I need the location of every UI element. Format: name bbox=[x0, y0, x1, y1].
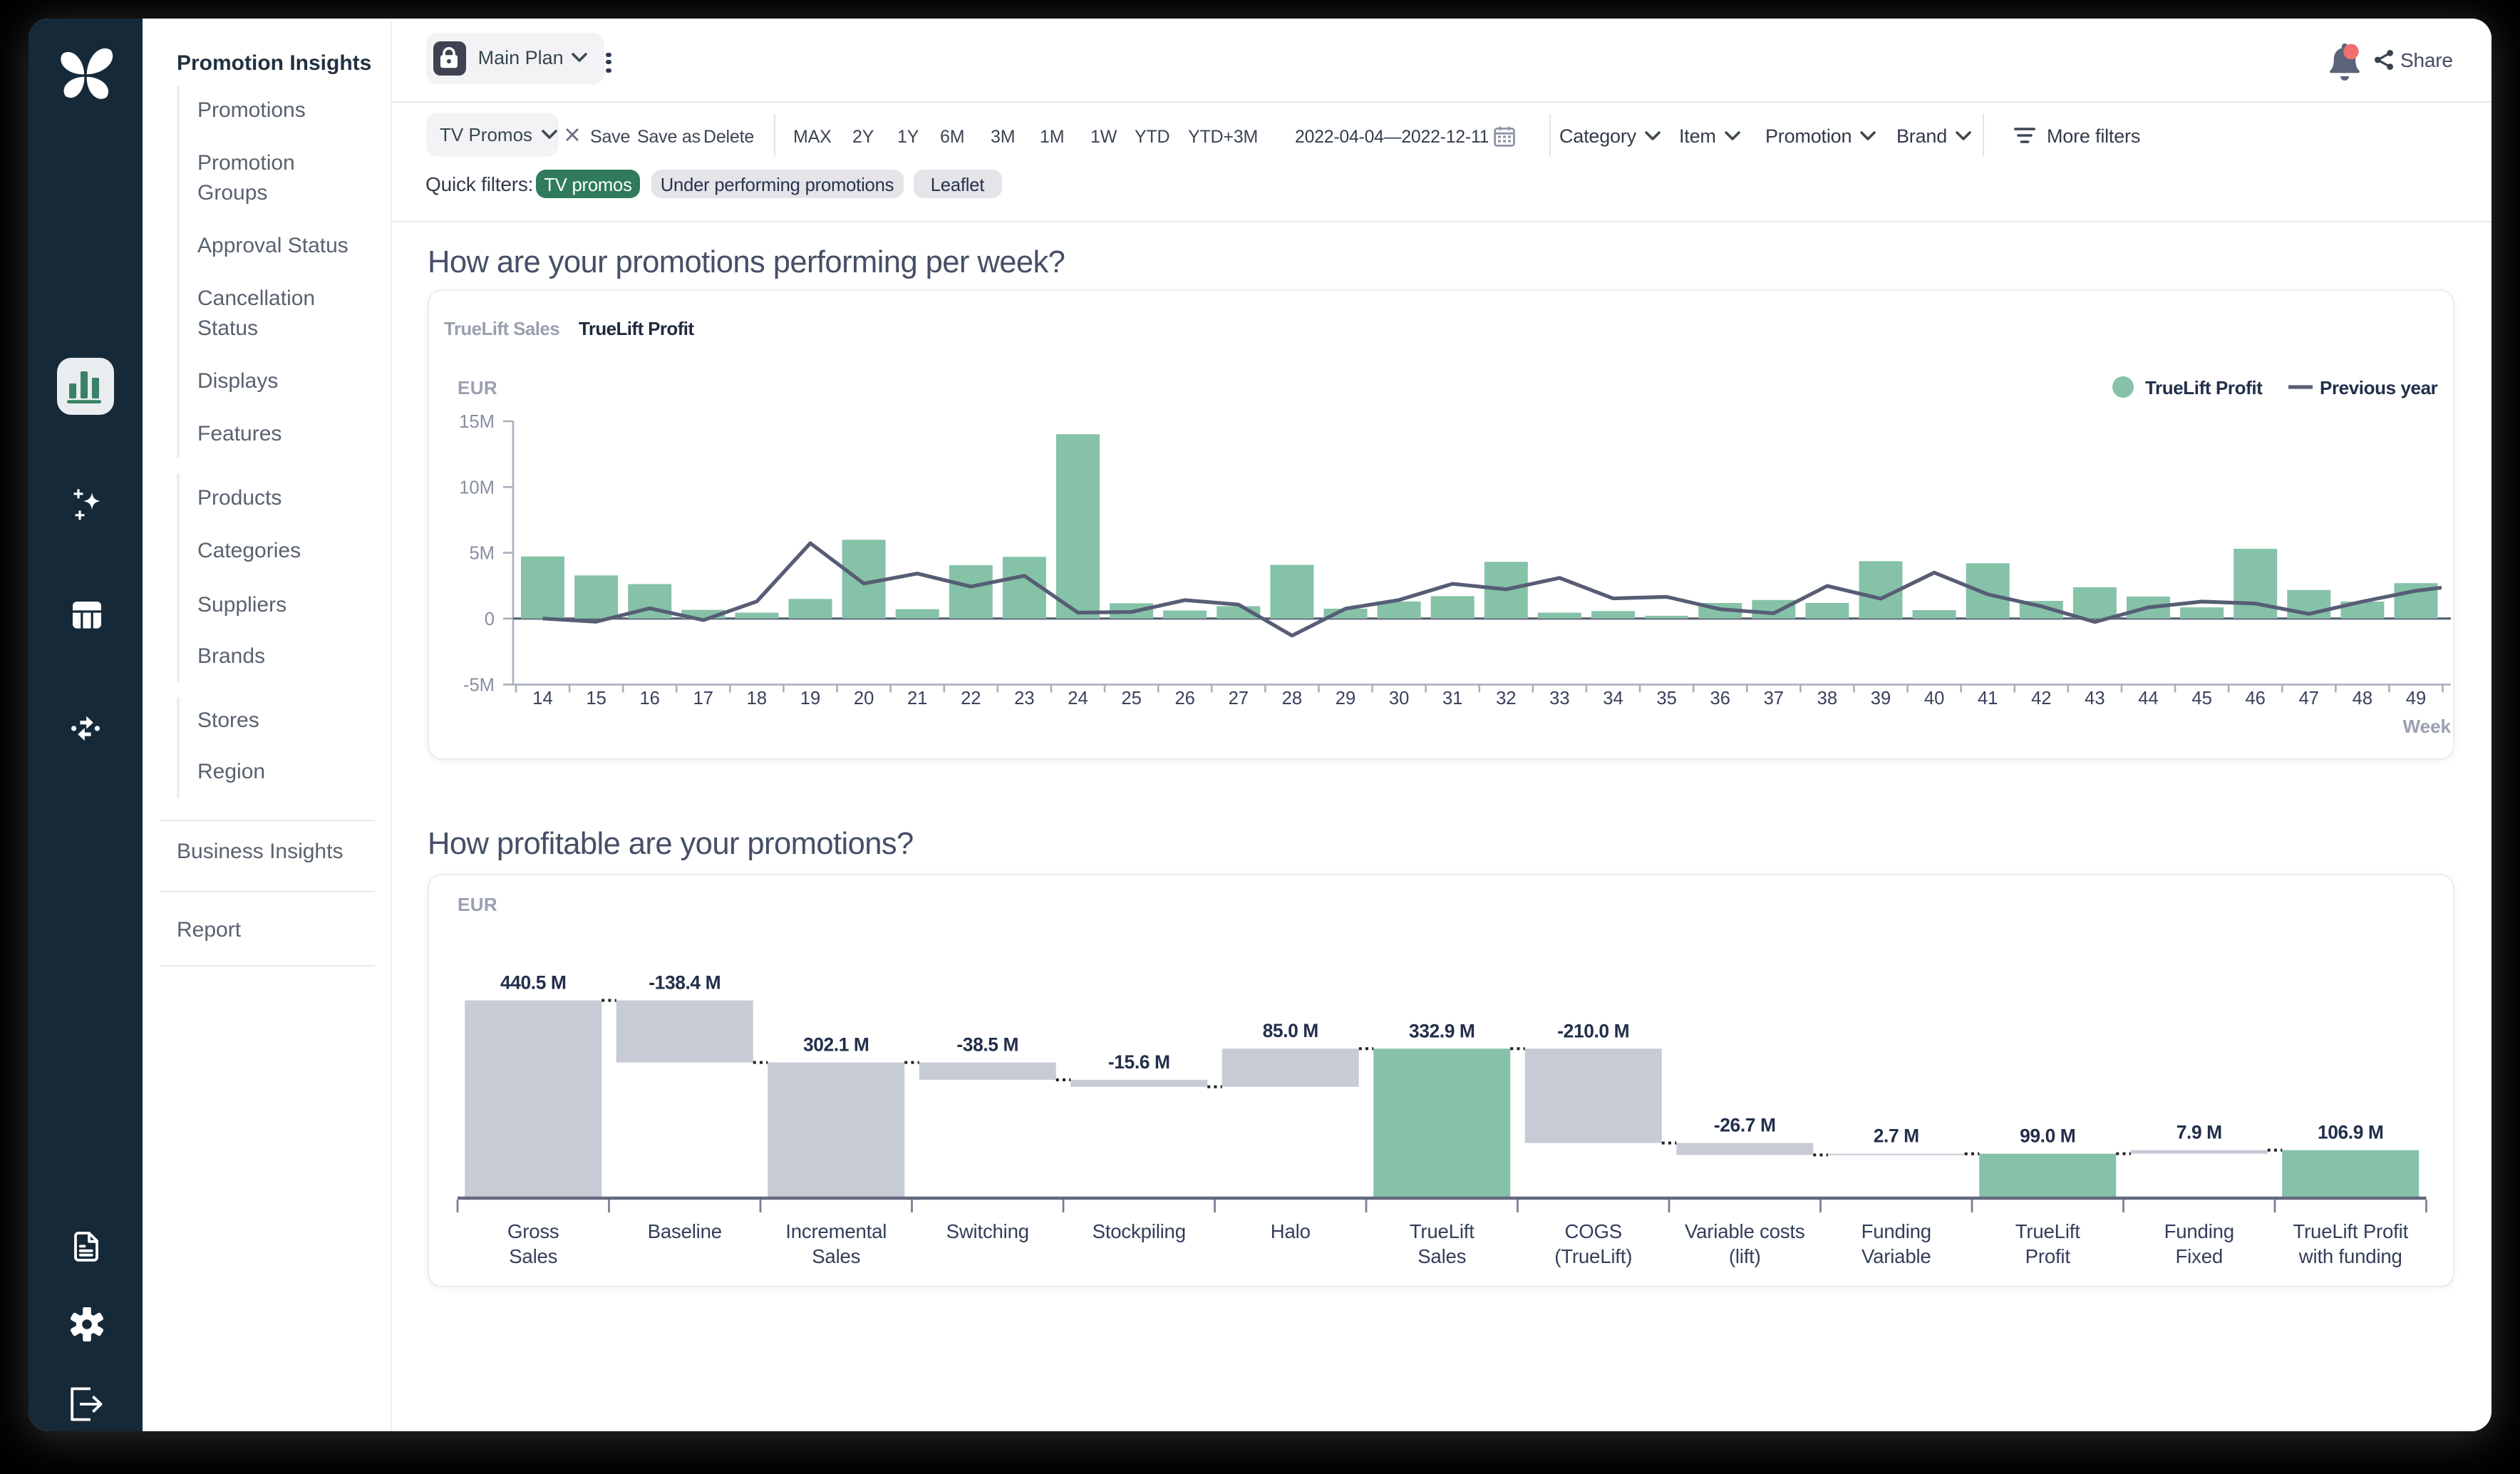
svg-text:25: 25 bbox=[1121, 688, 1141, 708]
svg-text:Variable: Variable bbox=[1861, 1245, 1931, 1267]
svg-text:26: 26 bbox=[1174, 688, 1194, 708]
svg-text:-210.0 M: -210.0 M bbox=[1557, 1020, 1629, 1041]
svg-text:32: 32 bbox=[1496, 688, 1516, 708]
svg-text:TrueLift: TrueLift bbox=[2015, 1220, 2080, 1242]
svg-text:21: 21 bbox=[907, 688, 927, 708]
svg-text:23: 23 bbox=[1014, 688, 1034, 708]
svg-text:Gross: Gross bbox=[507, 1220, 559, 1242]
svg-text:Sales: Sales bbox=[509, 1245, 557, 1267]
svg-text:40: 40 bbox=[1924, 688, 1944, 708]
svg-text:TrueLift Profit: TrueLift Profit bbox=[2293, 1220, 2408, 1242]
svg-text:36: 36 bbox=[1710, 688, 1730, 708]
svg-text:Variable costs: Variable costs bbox=[1685, 1220, 1804, 1242]
svg-text:TrueLift: TrueLift bbox=[1410, 1220, 1475, 1242]
svg-text:17: 17 bbox=[693, 688, 713, 708]
svg-text:with funding: with funding bbox=[2298, 1245, 2402, 1267]
svg-text:2.7 M: 2.7 M bbox=[1874, 1125, 1919, 1147]
svg-text:10M: 10M bbox=[459, 477, 495, 497]
svg-text:106.9 M: 106.9 M bbox=[2318, 1122, 2384, 1143]
svg-text:Sales: Sales bbox=[1418, 1245, 1466, 1267]
svg-text:30: 30 bbox=[1389, 688, 1409, 708]
svg-text:Switching: Switching bbox=[946, 1220, 1029, 1242]
svg-text:-5M: -5M bbox=[463, 674, 495, 694]
svg-text:TrueLift Profit: TrueLift Profit bbox=[2145, 376, 2263, 398]
svg-text:99.0 M: 99.0 M bbox=[2020, 1125, 2075, 1147]
svg-text:24: 24 bbox=[1068, 688, 1088, 708]
svg-text:(lift): (lift) bbox=[1729, 1245, 1761, 1267]
svg-text:Funding: Funding bbox=[2164, 1220, 2234, 1242]
svg-text:48: 48 bbox=[2353, 688, 2372, 708]
svg-text:18: 18 bbox=[747, 688, 767, 708]
svg-text:37: 37 bbox=[1764, 688, 1784, 708]
svg-text:33: 33 bbox=[1549, 688, 1569, 708]
svg-text:34: 34 bbox=[1603, 688, 1623, 708]
svg-text:45: 45 bbox=[2191, 688, 2211, 708]
svg-text:49: 49 bbox=[2406, 688, 2426, 708]
svg-text:29: 29 bbox=[1336, 688, 1355, 708]
svg-text:-38.5 M: -38.5 M bbox=[956, 1034, 1018, 1056]
svg-text:35: 35 bbox=[1656, 688, 1676, 708]
svg-text:-15.6 M: -15.6 M bbox=[1108, 1051, 1170, 1073]
svg-text:332.9 M: 332.9 M bbox=[1409, 1020, 1475, 1041]
svg-text:42: 42 bbox=[2031, 688, 2051, 708]
svg-text:0: 0 bbox=[485, 609, 495, 629]
svg-text:302.1 M: 302.1 M bbox=[803, 1034, 869, 1056]
svg-text:43: 43 bbox=[2085, 688, 2105, 708]
svg-text:7.9 M: 7.9 M bbox=[2176, 1122, 2222, 1143]
svg-text:EUR: EUR bbox=[458, 376, 497, 398]
svg-text:28: 28 bbox=[1282, 688, 1302, 708]
svg-text:14: 14 bbox=[532, 688, 552, 708]
svg-text:85.0 M: 85.0 M bbox=[1263, 1020, 1318, 1041]
svg-text:38: 38 bbox=[1817, 688, 1837, 708]
svg-text:15: 15 bbox=[586, 688, 606, 708]
svg-text:440.5 M: 440.5 M bbox=[500, 972, 567, 993]
svg-text:EUR: EUR bbox=[458, 894, 497, 915]
svg-text:19: 19 bbox=[800, 688, 820, 708]
svg-text:5M: 5M bbox=[469, 543, 495, 563]
svg-text:31: 31 bbox=[1442, 688, 1462, 708]
svg-text:Halo: Halo bbox=[1271, 1220, 1311, 1242]
svg-text:Week: Week bbox=[2403, 715, 2452, 736]
svg-text:Incremental: Incremental bbox=[785, 1220, 887, 1242]
svg-text:Fixed: Fixed bbox=[2176, 1245, 2223, 1267]
svg-text:15M: 15M bbox=[459, 411, 495, 431]
svg-text:Stockpiling: Stockpiling bbox=[1093, 1220, 1186, 1242]
svg-text:Previous year: Previous year bbox=[2320, 376, 2438, 398]
svg-text:22: 22 bbox=[961, 688, 981, 708]
svg-text:COGS: COGS bbox=[1565, 1220, 1622, 1242]
svg-text:47: 47 bbox=[2299, 688, 2319, 708]
svg-text:27: 27 bbox=[1229, 688, 1249, 708]
svg-text:-26.7 M: -26.7 M bbox=[1714, 1115, 1776, 1136]
svg-text:39: 39 bbox=[1871, 688, 1891, 708]
svg-text:Profit: Profit bbox=[2025, 1245, 2071, 1267]
svg-text:Baseline: Baseline bbox=[648, 1220, 722, 1242]
svg-text:Funding: Funding bbox=[1861, 1220, 1931, 1242]
svg-text:16: 16 bbox=[639, 688, 659, 708]
svg-text:44: 44 bbox=[2138, 688, 2158, 708]
svg-text:41: 41 bbox=[1978, 688, 1998, 708]
svg-text:46: 46 bbox=[2245, 688, 2265, 708]
svg-text:20: 20 bbox=[854, 688, 874, 708]
svg-text:(TrueLift): (TrueLift) bbox=[1554, 1245, 1632, 1267]
svg-text:-138.4 M: -138.4 M bbox=[649, 972, 721, 993]
svg-text:Sales: Sales bbox=[812, 1245, 860, 1267]
